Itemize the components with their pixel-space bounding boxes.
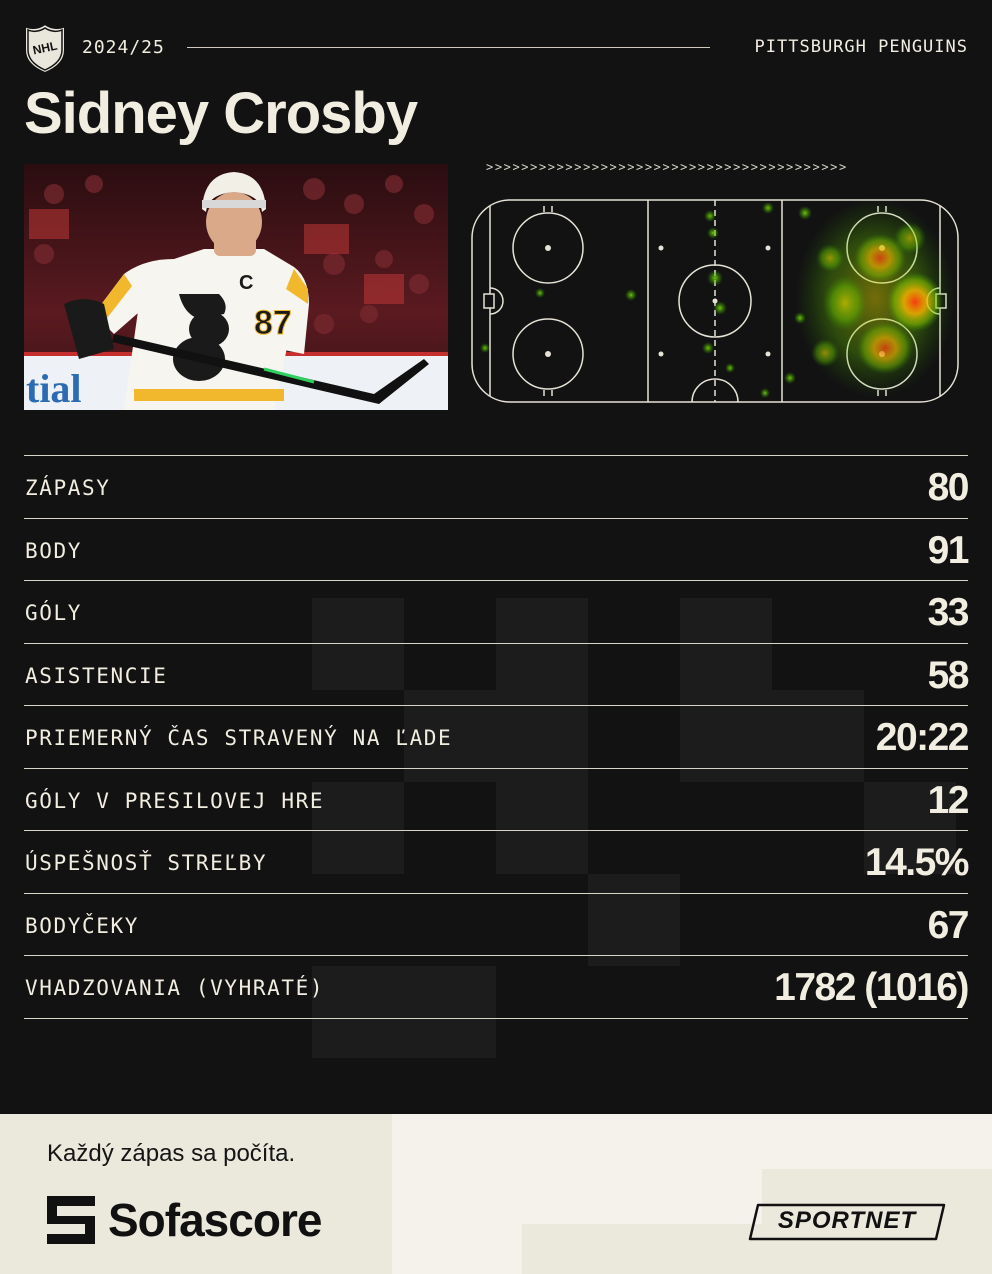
- stat-row-points: BODY 91: [24, 519, 970, 581]
- stat-value: 67: [927, 903, 970, 947]
- stats-table: ZÁPASY 80 BODY 91 GÓLY 33 ASISTENCIE 58 …: [24, 455, 970, 1019]
- stat-label: ZÁPASY: [25, 476, 111, 500]
- stat-row-hits: BODYČEKY 67: [24, 894, 970, 956]
- stat-row-avg-toi: PRIEMERNÝ ČAS STRAVENÝ NA ĽADE 20:22: [24, 706, 970, 769]
- sportnet-wordmark: SPORTNET: [777, 1207, 917, 1234]
- player-name: Sidney Crosby: [24, 81, 418, 146]
- footer: Každý zápas sa počíta. Sofascore SPORTNE…: [0, 1114, 992, 1274]
- footer-background-square: [522, 1114, 762, 1224]
- stat-value: 33: [927, 591, 970, 634]
- stat-label: BODY: [25, 538, 82, 563]
- background-square: [312, 966, 496, 1058]
- footer-background-square: [392, 1224, 522, 1274]
- nhl-logo-icon: NHL: [24, 22, 66, 74]
- sofascore-wordmark: Sofascore: [108, 1194, 322, 1246]
- shot-heatmap: [471, 198, 959, 403]
- svg-text:C: C: [239, 272, 253, 294]
- attack-direction-arrows: >>>>>>>>>>>>>>>>>>>>>>>>>>>>>>>>>>>>>>>>…: [486, 160, 848, 174]
- stat-label: PRIEMERNÝ ČAS STRAVENÝ NA ĽADE: [25, 726, 453, 750]
- footer-background-square: [392, 1114, 522, 1224]
- svg-text:tial: tial: [26, 366, 82, 410]
- background-square: [496, 598, 588, 690]
- background-square: [312, 782, 404, 874]
- team-name: PITTSBURGH PENGUINS: [754, 37, 968, 57]
- stat-row-games: ZÁPASY 80: [24, 456, 970, 519]
- season-label: 2024/25: [82, 37, 165, 58]
- stat-label: GÓLY: [25, 601, 82, 625]
- sportnet-logo: SPORTNET: [748, 1203, 946, 1241]
- header: NHL 2024/25 PITTSBURGH PENGUINS: [22, 22, 968, 74]
- stat-row-faceoffs: VHADZOVANIA (VYHRATÉ) 1782 (1016): [24, 956, 969, 1019]
- background-square: [864, 782, 956, 874]
- stat-row-shooting-pct: ÚSPEŠNOSŤ STREĽBY 14.5%: [24, 831, 970, 894]
- stat-label: BODYČEKY: [25, 913, 139, 938]
- background-square: [680, 598, 772, 782]
- stat-label: ÚSPEŠNOSŤ STREĽBY: [25, 851, 268, 875]
- svg-text:87: 87: [254, 304, 292, 342]
- stat-value: 12: [927, 778, 970, 822]
- stat-value: 14.5%: [864, 841, 970, 884]
- stat-row-powerplay-goals: GÓLY V PRESILOVEJ HRE 12: [24, 769, 970, 831]
- footer-background-square: [762, 1114, 992, 1169]
- background-square: [496, 782, 588, 874]
- stat-value: 91: [927, 528, 970, 572]
- background-square: [312, 598, 404, 690]
- stat-row-assists: ASISTENCIE 58: [24, 644, 970, 706]
- stat-label: GÓLY V PRESILOVEJ HRE: [25, 788, 325, 813]
- stat-value: 80: [927, 466, 970, 509]
- sportnet-frame-icon: [748, 1203, 946, 1241]
- stat-value: 1782 (1016): [774, 966, 969, 1009]
- background-square: [588, 874, 680, 966]
- footer-tagline: Každý zápas sa počíta.: [47, 1140, 296, 1167]
- sofascore-mark-icon: [47, 1196, 95, 1244]
- stat-row-goals: GÓLY 33: [24, 581, 970, 644]
- header-divider: [187, 47, 710, 48]
- stat-value: 58: [927, 653, 970, 697]
- svg-text:NHL: NHL: [31, 39, 58, 58]
- stat-label: VHADZOVANIA (VYHRATÉ): [25, 976, 325, 1000]
- stat-value: 20:22: [875, 716, 970, 759]
- player-photo: tial 87 C: [24, 164, 448, 410]
- stat-label: ASISTENCIE: [25, 663, 168, 688]
